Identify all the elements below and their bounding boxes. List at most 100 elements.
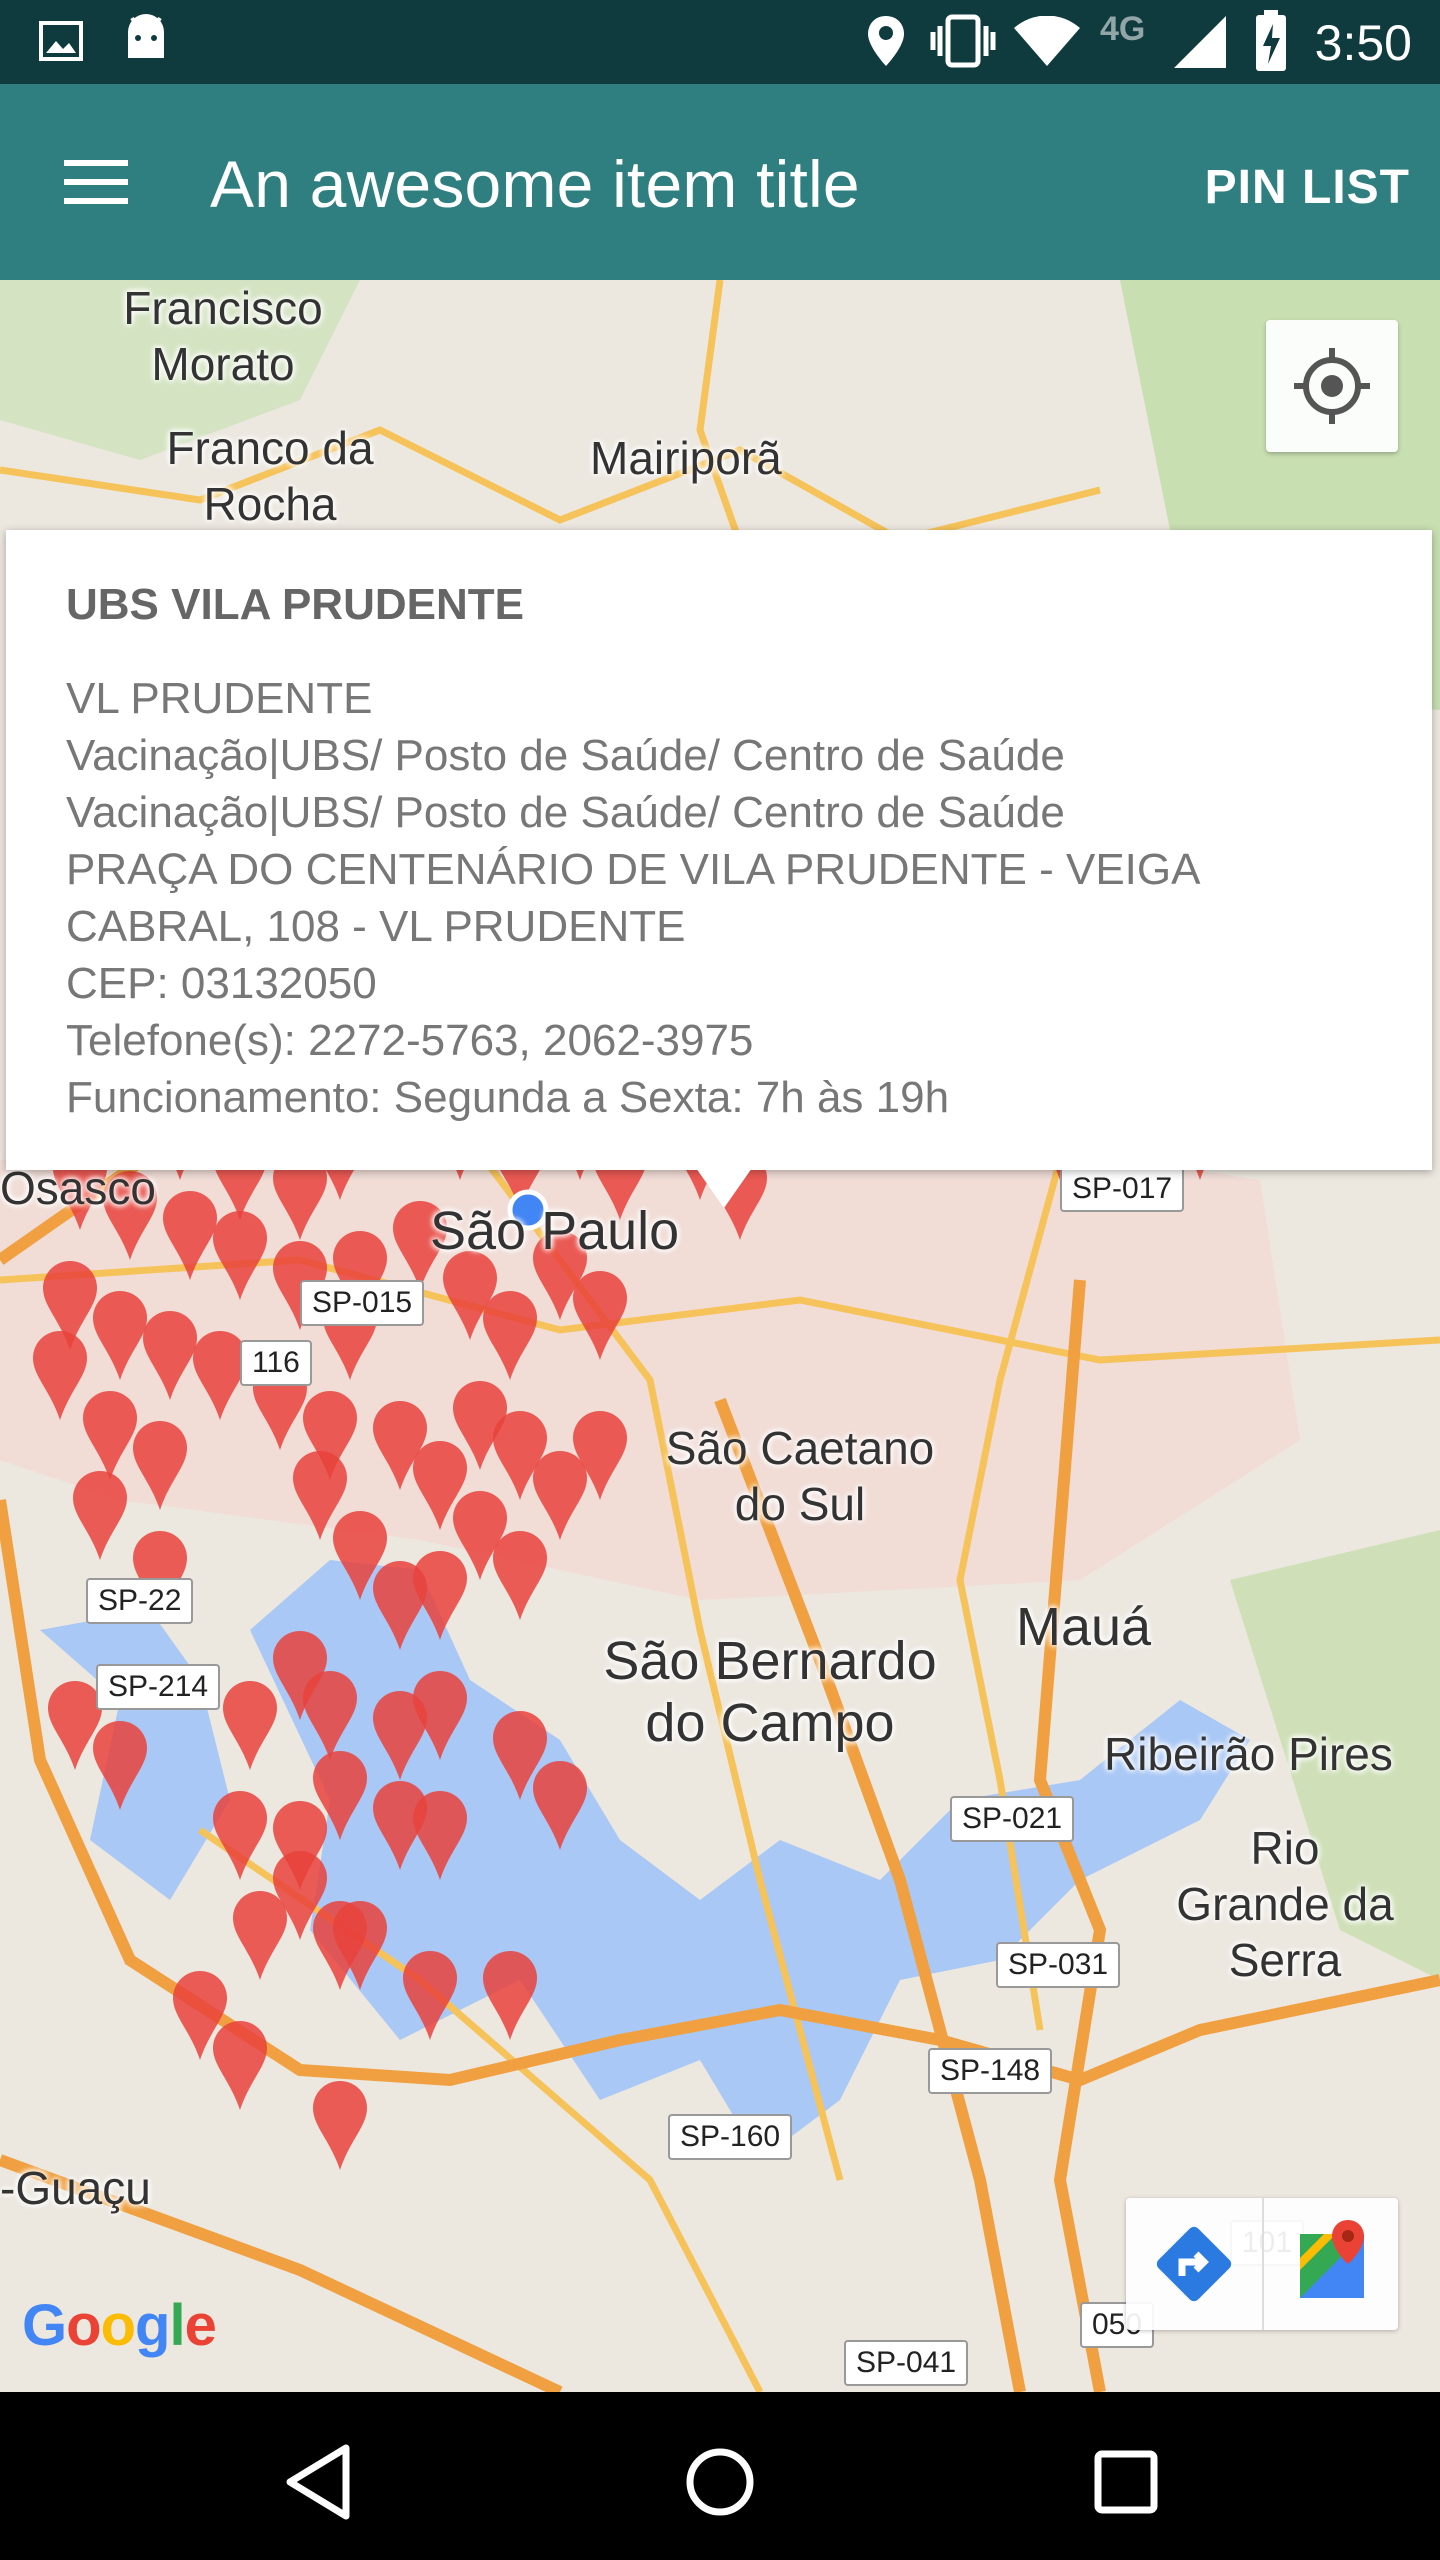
location-icon xyxy=(868,16,904,66)
map-pin[interactable] xyxy=(233,1891,287,1980)
map-pin[interactable] xyxy=(333,1901,387,1990)
map-pin[interactable] xyxy=(273,1851,327,1940)
map-pin[interactable] xyxy=(173,1971,227,2060)
recents-button[interactable] xyxy=(1076,2432,1176,2532)
image-icon xyxy=(39,21,83,61)
back-icon xyxy=(286,2444,350,2520)
map-pin[interactable] xyxy=(493,1531,547,1620)
map-pin[interactable] xyxy=(373,1781,427,1870)
highway-shield: SP-22 xyxy=(86,1578,194,1624)
back-button[interactable] xyxy=(268,2432,368,2532)
map-pin[interactable] xyxy=(313,2081,367,2170)
map-pin[interactable] xyxy=(213,1211,267,1300)
directions-button[interactable] xyxy=(1126,2198,1262,2330)
crosshair-icon xyxy=(1294,348,1370,424)
map-pin[interactable] xyxy=(303,1671,357,1760)
map-pin[interactable] xyxy=(493,1411,547,1500)
map-pin[interactable] xyxy=(293,1451,347,1540)
map-pin[interactable] xyxy=(453,1381,507,1470)
map-pin[interactable] xyxy=(533,1231,587,1320)
map-pin[interactable] xyxy=(213,2021,267,2110)
city-label: -Guaçu xyxy=(0,2162,151,2214)
map-pin[interactable] xyxy=(333,1231,387,1320)
map-pin[interactable] xyxy=(48,1681,102,1770)
info-title: UBS VILA PRUDENTE xyxy=(66,580,524,629)
map-pin[interactable] xyxy=(453,1491,507,1580)
signal-icon xyxy=(1174,16,1226,68)
highway-shield: SP-021 xyxy=(950,1796,1075,1842)
map-pin[interactable] xyxy=(43,1261,97,1350)
my-location-button[interactable] xyxy=(1266,320,1398,452)
highway-shield: SP-041 xyxy=(844,2340,969,2386)
map-pin[interactable] xyxy=(273,1151,327,1240)
map-pin[interactable] xyxy=(93,1291,147,1380)
city-label: Franco da Rocha xyxy=(166,422,374,530)
map-pin[interactable] xyxy=(373,1691,427,1780)
info-line: PRAÇA DO CENTENÁRIO DE VILA PRUDENTE - V… xyxy=(66,845,1201,894)
open-in-maps-button[interactable] xyxy=(1262,2198,1400,2330)
map-toolbar xyxy=(1126,2198,1398,2330)
highway-shield: 116 xyxy=(240,1340,312,1386)
map-pin[interactable] xyxy=(33,1331,87,1420)
highway-shield: SP-148 xyxy=(928,2048,1053,2094)
info-line: Telefone(s): 2272-5763, 2062-3975 xyxy=(66,1016,754,1065)
navigation-bar xyxy=(0,2392,1440,2560)
highway-shield: SP-031 xyxy=(996,1942,1121,1988)
map-pin[interactable] xyxy=(443,1251,497,1340)
map-pin[interactable] xyxy=(303,1391,357,1480)
map-pin[interactable] xyxy=(483,1951,537,2040)
map-pin[interactable] xyxy=(93,1721,147,1810)
map-pin[interactable] xyxy=(133,1531,187,1620)
highway-shield: SP-160 xyxy=(668,2114,793,2160)
map-pin[interactable] xyxy=(333,1511,387,1600)
map-pin[interactable] xyxy=(143,1311,197,1400)
city-label: Rio Grande da Serra xyxy=(1176,1822,1394,1986)
status-bar: 4G 3:50 xyxy=(0,0,1440,84)
map-pin[interactable] xyxy=(403,1951,457,2040)
map-pin[interactable] xyxy=(493,1711,547,1800)
home-icon xyxy=(686,2448,754,2516)
map-pin[interactable] xyxy=(483,1291,537,1380)
map-pin[interactable] xyxy=(573,1411,627,1500)
map-pin[interactable] xyxy=(223,1681,277,1770)
highway-shield: SP-214 xyxy=(96,1664,221,1710)
info-details: VL PRUDENTE Vacinação|UBS/ Posto de Saúd… xyxy=(66,670,1386,1126)
map-pin[interactable] xyxy=(413,1551,467,1640)
map-pin[interactable] xyxy=(83,1391,137,1480)
map-pin[interactable] xyxy=(413,1671,467,1760)
map-pin[interactable] xyxy=(393,1201,447,1290)
google-logo-g: G xyxy=(22,2293,67,2358)
info-line: Vacinação|UBS/ Posto de Saúde/ Centro de… xyxy=(66,731,1065,780)
map-pin[interactable] xyxy=(413,1441,467,1530)
map-pin[interactable] xyxy=(533,1451,587,1540)
map-pin[interactable] xyxy=(273,1801,327,1890)
map-pin[interactable] xyxy=(193,1331,247,1420)
info-line: CABRAL, 108 - VL PRUDENTE xyxy=(66,902,686,951)
map-pin[interactable] xyxy=(73,1471,127,1560)
map-pin[interactable] xyxy=(213,1791,267,1880)
city-label: Francisco Morato xyxy=(123,282,323,390)
info-line: VL PRUDENTE xyxy=(66,674,373,723)
menu-button[interactable] xyxy=(46,142,136,222)
park-area xyxy=(1230,1530,1440,1980)
pin-list-button[interactable]: PIN LIST xyxy=(1204,161,1410,214)
map-pin[interactable] xyxy=(313,1751,367,1840)
my-location-dot xyxy=(507,1189,549,1231)
city-label: Ribeirão Pires xyxy=(1104,1728,1393,1780)
map-pin[interactable] xyxy=(133,1421,187,1510)
map-pin[interactable] xyxy=(273,1631,327,1720)
city-label: São Bernardo do Campo xyxy=(603,1631,937,1753)
map-pin[interactable] xyxy=(533,1761,587,1850)
map-pin[interactable] xyxy=(163,1191,217,1280)
home-button[interactable] xyxy=(670,2432,770,2532)
map-pin[interactable] xyxy=(573,1271,627,1360)
app-bar: An awesome item title PIN LIST xyxy=(0,84,1440,280)
city-label: Osasco xyxy=(0,1162,156,1214)
city-label: São Paulo xyxy=(430,1201,680,1261)
map-pin[interactable] xyxy=(373,1401,427,1490)
map-pin[interactable] xyxy=(413,1791,467,1880)
info-window[interactable]: UBS VILA PRUDENTE VL PRUDENTE Vacinação|… xyxy=(6,530,1432,1208)
map-pin[interactable] xyxy=(103,1171,157,1260)
city-label: São Caetano do Sul xyxy=(665,1422,935,1530)
page-title: An awesome item title xyxy=(210,147,860,221)
